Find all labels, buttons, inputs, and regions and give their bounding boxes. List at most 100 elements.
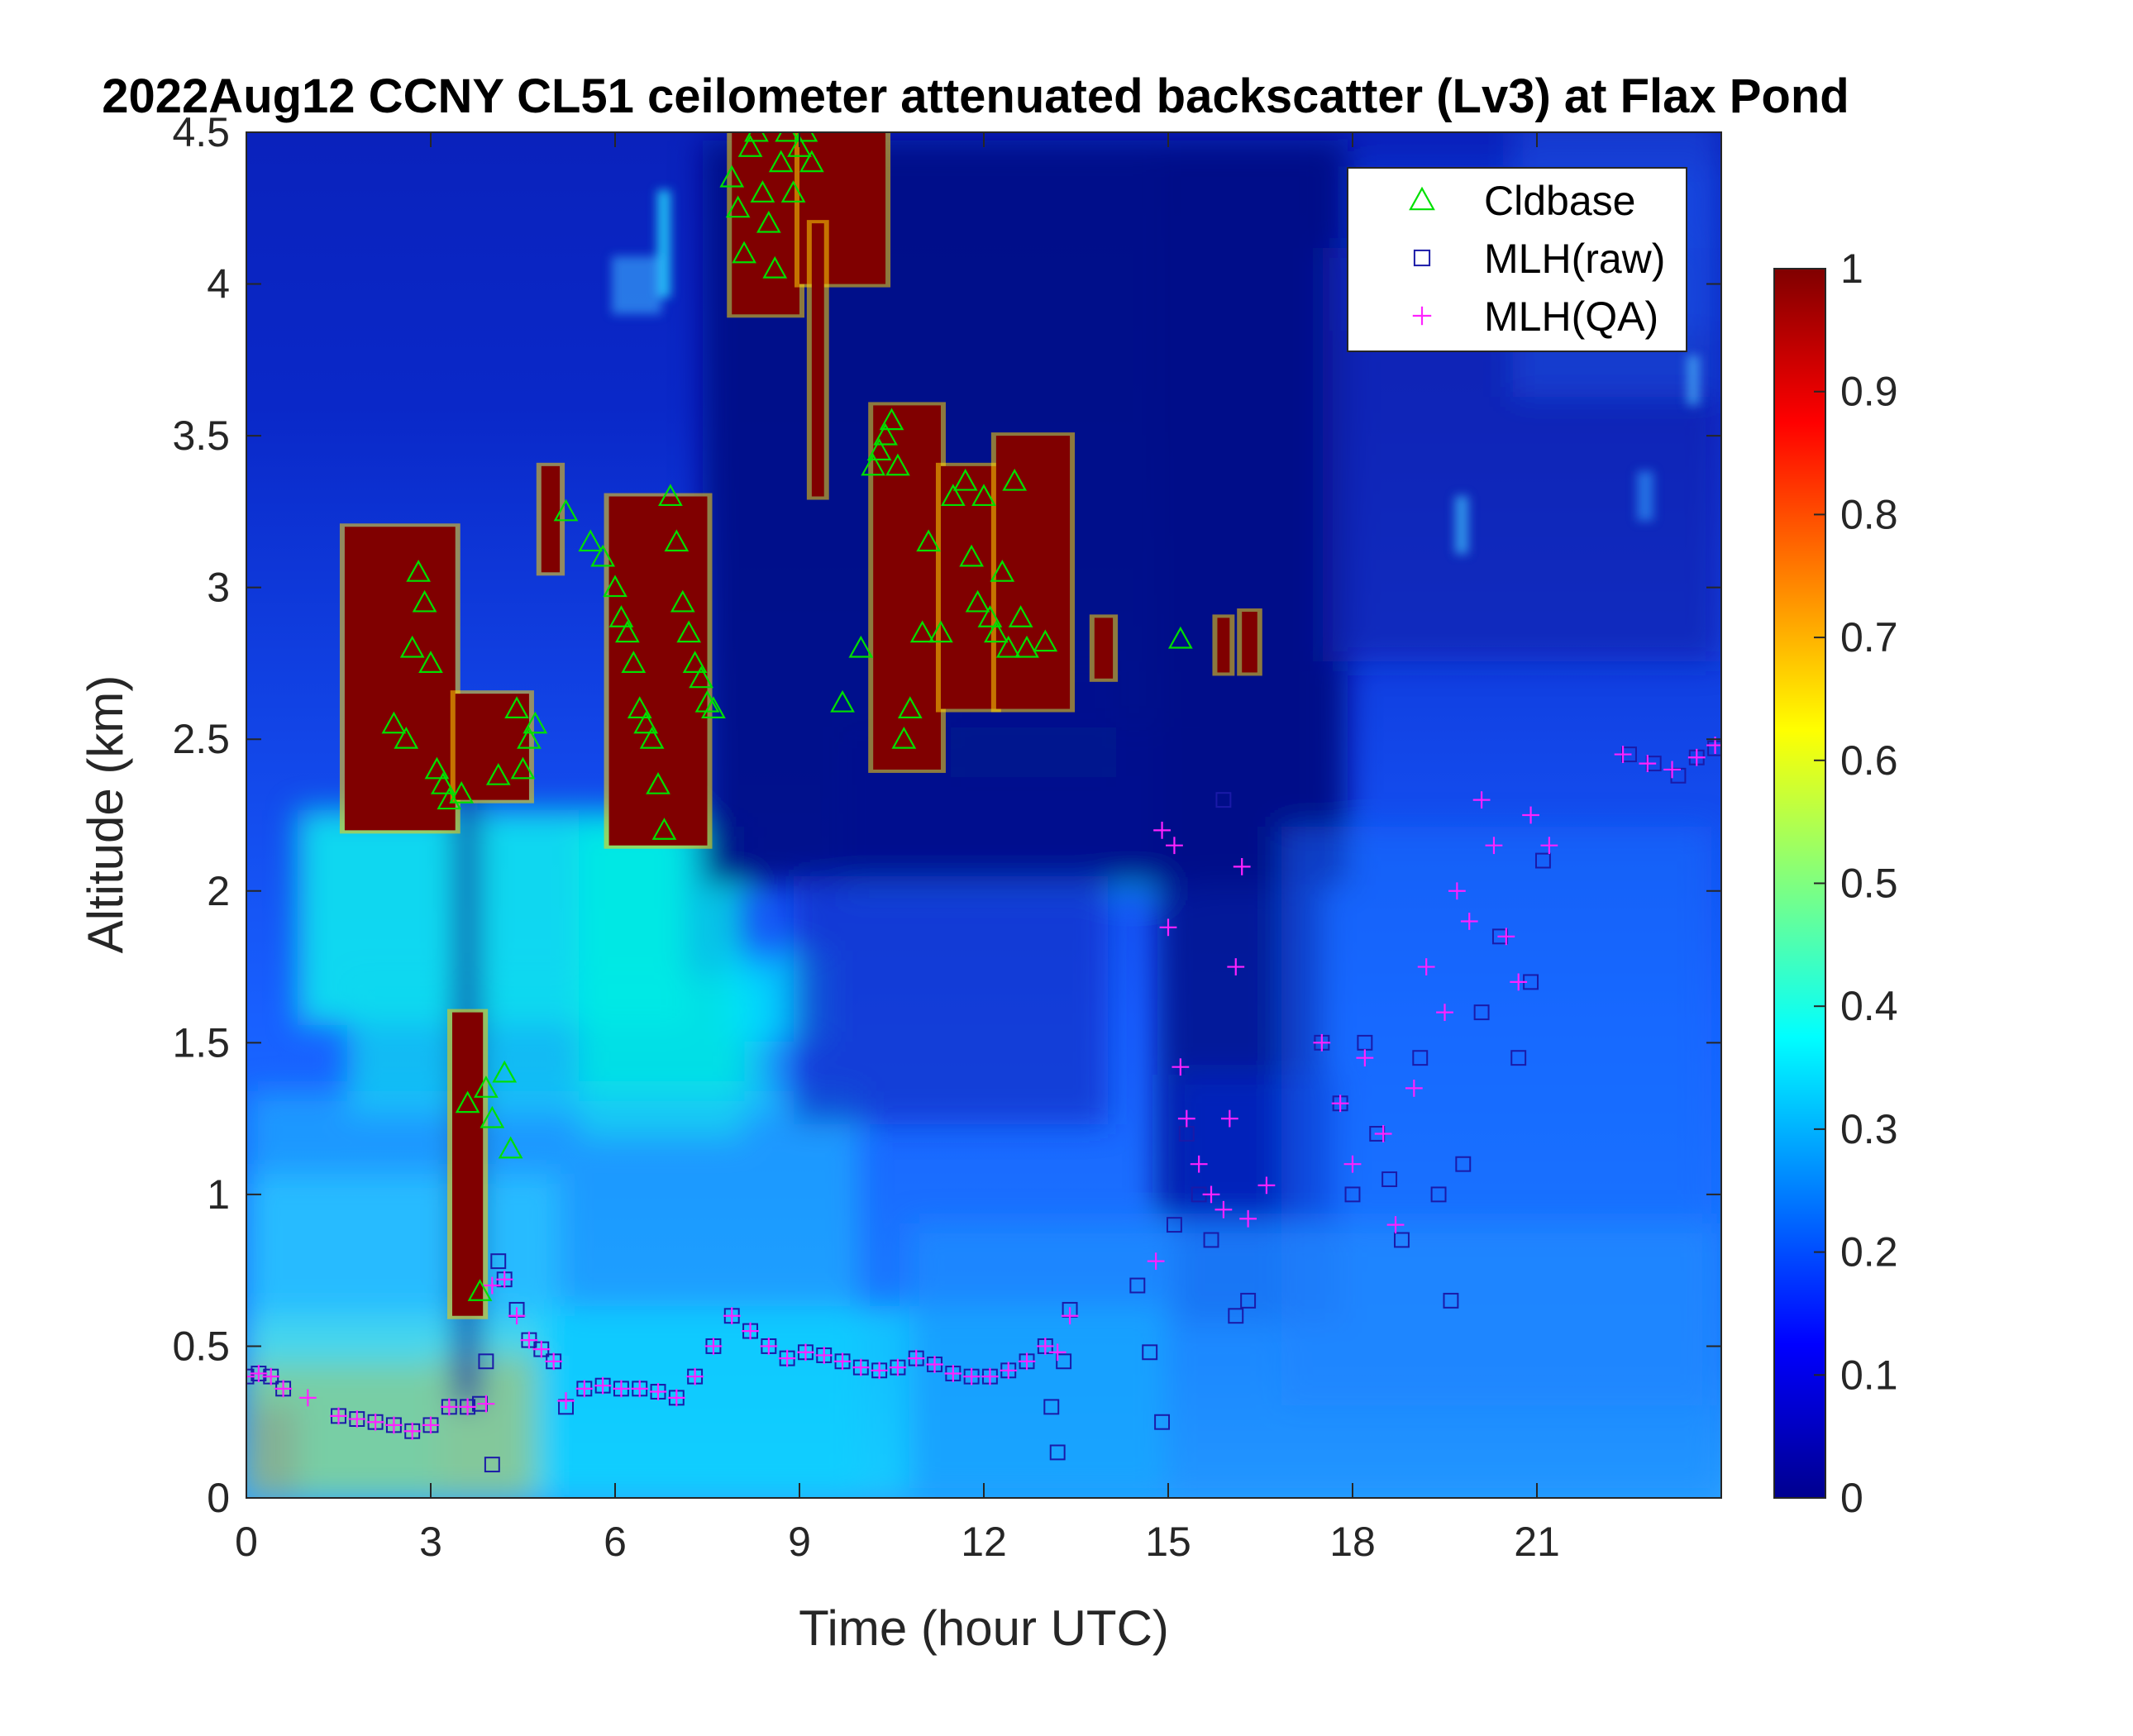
cldbase-marker	[983, 620, 1009, 643]
cldbase-marker	[614, 620, 640, 643]
cloud-layer	[344, 527, 456, 831]
mlh-qa-marker	[907, 1349, 925, 1367]
cldbase-marker	[737, 135, 763, 157]
mlh-raw-marker	[1534, 852, 1551, 869]
mlh-qa-marker	[495, 1271, 513, 1289]
mlh-raw-marker	[1381, 1171, 1398, 1187]
mlh-qa-marker	[1510, 973, 1528, 991]
mlh-raw-marker	[1344, 1186, 1361, 1203]
markers	[246, 132, 1721, 1473]
colorbar-tick-label: 0.3	[1840, 1106, 1898, 1152]
cldbase-marker	[866, 438, 892, 460]
cldbase-marker	[658, 484, 683, 507]
mlh-qa-marker	[532, 1340, 551, 1358]
cldbase-marker	[1033, 629, 1058, 652]
cldbase-marker	[399, 635, 425, 658]
mlh-qa-marker	[594, 1376, 612, 1395]
cldbase-marker	[639, 726, 665, 749]
x-axis-label: Time (hour UTC)	[799, 1600, 1169, 1656]
mlh-qa-marker	[649, 1383, 667, 1400]
heatmap-plot: 0 3 6 9 12 15 18 21 0 0.5 1 1.5 2 2.5 3 3.5 4 4.5	[172, 109, 1722, 1565]
cldbase-marker	[510, 756, 536, 780]
cldbase-marker	[504, 696, 529, 719]
cldbase-marker	[928, 620, 953, 643]
mlh-raw-marker	[1215, 792, 1232, 808]
colorbar-tick-label: 0.8	[1840, 491, 1898, 537]
axis-ticks: 0 3 6 9 12 15 18 21 0 0.5 1 1.5 2 2.5 3 3.5 4 4.5	[172, 109, 1721, 1565]
mlh-qa-marker	[1540, 837, 1558, 855]
cloud-layer	[873, 405, 941, 770]
mlh-qa-marker	[871, 1362, 889, 1380]
mlh-raw-marker	[490, 1253, 507, 1270]
colorbar-tick-label: 0.7	[1840, 614, 1898, 661]
mlh-qa-marker	[274, 1380, 292, 1398]
cldbase-marker	[916, 529, 941, 552]
mlh-qa-marker	[926, 1356, 943, 1373]
mlh-qa-marker	[1436, 1004, 1453, 1022]
mlh-qa-marker	[262, 1367, 280, 1385]
colorbar-ticks: 0 0.1 0.2 0.3 0.4 0.5 0.6 0.7 0.8 0.9 1	[1814, 246, 1898, 1521]
mlh-qa-marker	[1214, 1200, 1233, 1219]
cldbase-marker	[756, 210, 781, 233]
cldbase-marker	[744, 132, 769, 142]
x-tick-label: 12	[961, 1519, 1007, 1565]
legend-item-mlh-qa: MLH(QA)	[1412, 293, 1658, 340]
mlh-raw-marker	[1510, 1050, 1527, 1066]
mlh-qa-marker	[1220, 1109, 1238, 1128]
cldbase-marker	[959, 544, 985, 567]
colorbar-tick-label: 0.4	[1840, 983, 1898, 1029]
cldbase-marker	[799, 150, 824, 173]
chart-title: 2022Aug12 CCNY CL51 ceilometer attenuate…	[102, 69, 1849, 123]
cldbase-marker	[608, 605, 634, 627]
x-tick-label: 3	[419, 1519, 442, 1565]
mlh-raw-marker	[1203, 1232, 1219, 1248]
cldbase-marker	[701, 696, 726, 719]
cldbase-marker	[762, 255, 788, 279]
mlh-qa-marker	[1171, 1058, 1190, 1076]
cldbase-marker	[651, 818, 677, 840]
cldbase-marker	[449, 781, 475, 804]
mlh-qa-marker	[246, 1367, 255, 1385]
mlh-qa-marker	[944, 1365, 962, 1382]
cldbase-marker	[621, 651, 647, 673]
mlh-qa-marker	[852, 1358, 870, 1376]
cldbase-marker	[725, 195, 751, 218]
mlh-raw-marker	[1043, 1399, 1060, 1415]
cldbase-marker	[897, 696, 923, 719]
cldbase-marker	[603, 575, 627, 598]
x-tick-label: 15	[1145, 1519, 1191, 1565]
x-tick-label: 18	[1329, 1519, 1376, 1565]
mlh-raw-marker	[1394, 1232, 1410, 1248]
cldbase-marker	[775, 132, 800, 142]
y-tick-label: 3	[207, 565, 230, 611]
colorbar-tick-label: 0.5	[1840, 861, 1898, 907]
mlh-qa-marker	[613, 1380, 630, 1398]
cldbase-marker	[1167, 626, 1193, 649]
cldbase-marker	[971, 484, 996, 507]
cldbase-marker	[633, 711, 659, 734]
mlh-qa-marker	[760, 1338, 778, 1355]
colorbar-tick-label: 0.2	[1840, 1229, 1898, 1276]
colorbar-tick-label: 0.6	[1840, 737, 1898, 784]
x-tick-label: 21	[1514, 1519, 1560, 1565]
cldbase-marker	[830, 689, 855, 713]
mlh-qa-marker	[833, 1352, 852, 1371]
mlh-raw-marker	[1455, 1156, 1472, 1172]
legend-items: Cldbase MLH(raw) MLH(QA)	[1409, 178, 1665, 340]
cldbase-marker	[430, 772, 456, 794]
cldbase-marker	[474, 1075, 499, 1098]
mlh-raw-marker	[1228, 1308, 1244, 1324]
cldbase-marker	[879, 408, 904, 431]
mlh-qa-marker	[778, 1349, 796, 1367]
mlh-qa-marker	[440, 1398, 458, 1416]
cldbase-marker	[1008, 605, 1033, 627]
cldbase-marker	[523, 711, 548, 734]
cldbase-marker	[664, 529, 690, 552]
cldbase-marker	[694, 689, 720, 713]
cldbase-legend-icon	[1409, 186, 1435, 211]
cloud-layer	[1242, 612, 1257, 673]
mlh-qa-marker	[575, 1380, 594, 1398]
mlh-raw-marker	[1443, 1292, 1459, 1309]
y-tick-label: 1.5	[172, 1019, 230, 1066]
mlh-qa-marker	[1663, 761, 1681, 779]
